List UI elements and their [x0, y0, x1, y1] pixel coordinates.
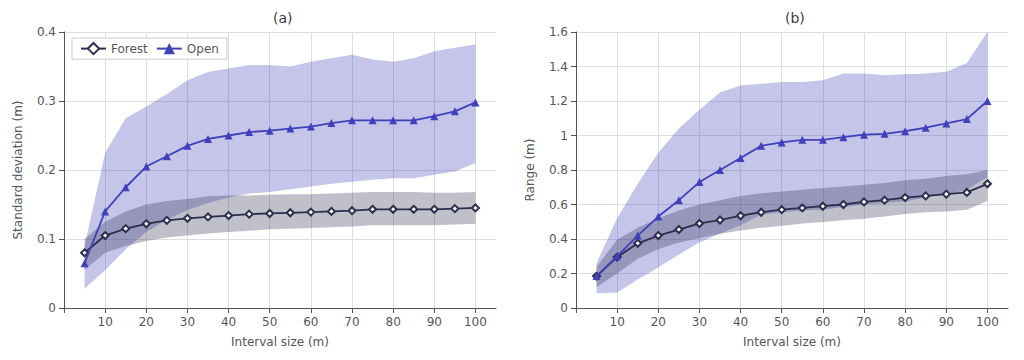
svg-text:0.3: 0.3	[37, 94, 56, 108]
svg-text:1.6: 1.6	[549, 25, 568, 39]
svg-text:80: 80	[898, 315, 913, 329]
svg-text:30: 30	[692, 315, 707, 329]
svg-text:Range (m): Range (m)	[523, 139, 537, 202]
svg-text:0.6: 0.6	[549, 198, 568, 212]
svg-text:40: 40	[733, 315, 748, 329]
svg-text:90: 90	[427, 315, 442, 329]
svg-text:Standard deviation (m): Standard deviation (m)	[11, 100, 25, 239]
svg-text:0.4: 0.4	[37, 25, 56, 39]
svg-text:70: 70	[344, 315, 359, 329]
svg-text:0: 0	[560, 301, 568, 315]
svg-text:(a): (a)	[273, 10, 293, 26]
svg-text:1: 1	[560, 129, 568, 143]
svg-text:50: 50	[774, 315, 789, 329]
svg-text:0.2: 0.2	[37, 163, 56, 177]
svg-text:100: 100	[464, 315, 487, 329]
svg-text:0.8: 0.8	[549, 163, 568, 177]
svg-text:80: 80	[386, 315, 401, 329]
svg-text:Forest: Forest	[111, 42, 148, 56]
svg-text:20: 20	[651, 315, 666, 329]
svg-text:(b): (b)	[785, 10, 805, 26]
svg-text:1.4: 1.4	[549, 60, 568, 74]
svg-text:60: 60	[815, 315, 830, 329]
svg-text:0.2: 0.2	[549, 267, 568, 281]
svg-text:90: 90	[939, 315, 954, 329]
svg-text:60: 60	[303, 315, 318, 329]
svg-text:0.1: 0.1	[37, 232, 56, 246]
svg-text:1.2: 1.2	[549, 94, 568, 108]
svg-text:50: 50	[262, 315, 277, 329]
svg-text:20: 20	[139, 315, 154, 329]
svg-text:Open: Open	[187, 42, 219, 56]
svg-text:100: 100	[976, 315, 999, 329]
svg-text:40: 40	[221, 315, 236, 329]
svg-text:30: 30	[180, 315, 195, 329]
svg-text:70: 70	[856, 315, 871, 329]
svg-text:10: 10	[98, 315, 113, 329]
svg-text:Interval size (m): Interval size (m)	[743, 335, 841, 349]
svg-text:0: 0	[48, 301, 56, 315]
svg-text:10: 10	[610, 315, 625, 329]
svg-text:Interval size (m): Interval size (m)	[231, 335, 329, 349]
svg-text:0.4: 0.4	[549, 232, 568, 246]
